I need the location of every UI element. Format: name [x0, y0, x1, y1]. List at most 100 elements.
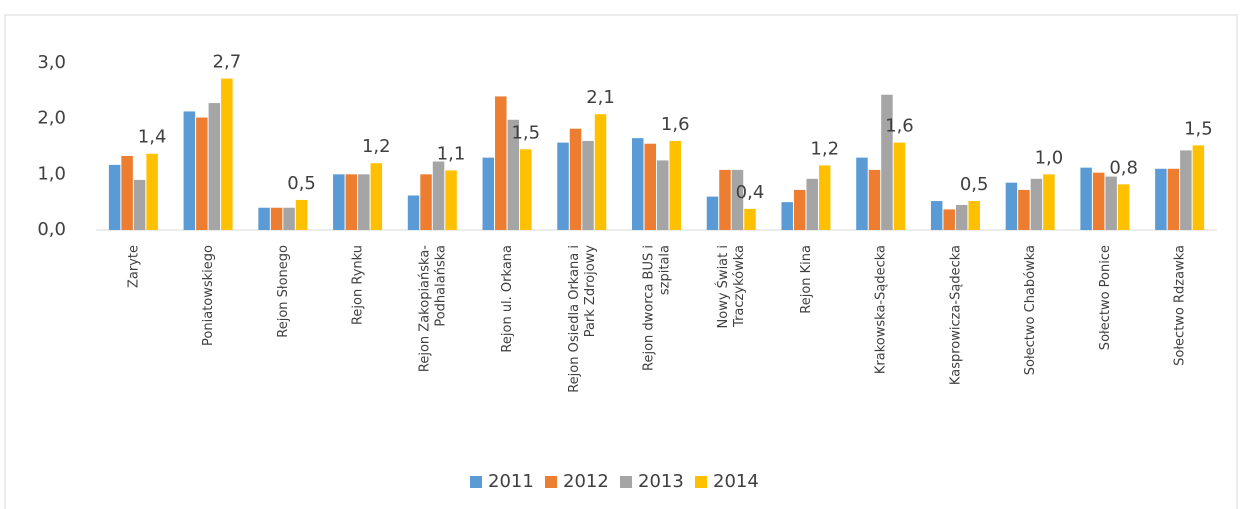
- x-tick-label: Rejon Słonego: [275, 245, 290, 338]
- data-label: 1,6: [661, 114, 690, 135]
- y-tick-label: 0,0: [37, 219, 66, 240]
- legend-label: 2011: [488, 471, 534, 492]
- legend-label: 2013: [638, 471, 684, 492]
- bar: [781, 202, 793, 230]
- bar: [1167, 168, 1180, 230]
- data-label: 0,8: [1109, 157, 1138, 178]
- bar: [258, 207, 270, 230]
- bar: [108, 164, 121, 230]
- data-label: 0,4: [736, 182, 765, 203]
- x-tick-label: Poniatowskiego: [201, 245, 216, 346]
- x-tick-label: Kasprowicza-Sądecka: [948, 245, 963, 385]
- bar: [432, 161, 445, 230]
- bar: [706, 196, 719, 230]
- bar: [557, 142, 569, 230]
- x-tick-label: Sołectwo Rdzawka: [1172, 245, 1187, 366]
- legend-label: 2014: [713, 471, 759, 492]
- chart-frame: [4, 14, 1238, 509]
- bar: [793, 189, 806, 230]
- bar: [594, 114, 607, 230]
- legend-swatch: [470, 476, 482, 488]
- legend-swatch: [620, 476, 632, 488]
- bar: [270, 207, 283, 230]
- bar: [196, 117, 208, 230]
- bar: [569, 128, 582, 230]
- y-tick-label: 3,0: [37, 52, 66, 73]
- bar: [345, 174, 358, 230]
- bar: [420, 174, 432, 230]
- x-tick-label: Rejon Kina: [798, 245, 813, 314]
- bar: [295, 199, 308, 230]
- data-label: 0,5: [960, 174, 989, 195]
- bar: [955, 204, 968, 230]
- bar: [632, 138, 644, 230]
- x-tick-label: Rejon Osiedla Orkana iPark Zdrojowy: [566, 245, 597, 393]
- bar: [333, 174, 345, 230]
- bar: [495, 96, 507, 231]
- data-label: 1,4: [138, 127, 167, 148]
- bar: [358, 174, 370, 230]
- bar: [183, 111, 196, 230]
- bar: [1155, 168, 1167, 230]
- bar: [1018, 189, 1030, 230]
- x-tick-label: Rejon ul. Orkana: [500, 245, 515, 353]
- bar: [893, 142, 906, 230]
- bar: [806, 178, 818, 230]
- bar: [482, 157, 495, 230]
- data-label: 1,6: [885, 116, 914, 137]
- x-tick-label: Rejon dworca BUS iszpitala: [641, 245, 672, 371]
- bar: [930, 201, 943, 230]
- bar: [669, 140, 681, 230]
- bar: [1005, 182, 1018, 230]
- bar: [146, 153, 158, 230]
- x-tick-label: Krakowska-Sądecka: [873, 245, 888, 374]
- bar: [133, 179, 146, 230]
- x-tick-label: Rejon Zakopiańska-Podhalańska: [417, 245, 448, 372]
- bar: [1043, 174, 1055, 230]
- bar: [868, 169, 881, 230]
- bar: [221, 78, 233, 230]
- x-tick-label: Zaryte: [126, 245, 141, 288]
- bar: [1180, 150, 1192, 230]
- data-label: 1,2: [810, 138, 839, 159]
- legend-swatch: [695, 476, 707, 488]
- bar: [744, 208, 756, 230]
- data-label: 1,5: [511, 122, 540, 143]
- x-tick-label: Nowy Świat iTraczykówka: [715, 245, 747, 328]
- bar: [1117, 184, 1130, 230]
- bar: [507, 119, 520, 230]
- bar: [881, 94, 893, 230]
- bar: [582, 140, 594, 230]
- data-label: 1,0: [1035, 147, 1064, 168]
- bar: [657, 160, 669, 230]
- bar: [731, 169, 744, 230]
- data-label: 2,1: [586, 87, 615, 108]
- x-tick-label: Rejon Rynku: [350, 245, 365, 325]
- bar: [283, 207, 295, 230]
- data-label: 1,5: [1184, 118, 1213, 139]
- bar: [818, 165, 831, 230]
- y-tick-label: 2,0: [37, 108, 66, 129]
- y-tick-label: 1,0: [37, 163, 66, 184]
- bar: [719, 169, 731, 230]
- x-tick-label: Sołectwo Ponice: [1097, 245, 1112, 350]
- bar: [644, 143, 656, 230]
- bar: [520, 149, 532, 230]
- x-tick-label: Sołectwo Chabówka: [1023, 245, 1038, 375]
- bar: [121, 155, 133, 230]
- bar: [407, 195, 420, 230]
- data-label: 1,2: [362, 136, 391, 157]
- legend-swatch: [545, 476, 557, 488]
- bar: [856, 157, 868, 230]
- data-label: 0,5: [287, 173, 316, 194]
- bar: [1030, 178, 1043, 230]
- bar: [1105, 176, 1117, 230]
- bar: [1080, 167, 1092, 230]
- bar: [445, 170, 457, 230]
- data-label: 1,1: [437, 143, 466, 164]
- data-label: 2,7: [213, 52, 242, 73]
- bar: [1092, 172, 1105, 230]
- bar: [1192, 145, 1205, 230]
- bar: [968, 201, 980, 230]
